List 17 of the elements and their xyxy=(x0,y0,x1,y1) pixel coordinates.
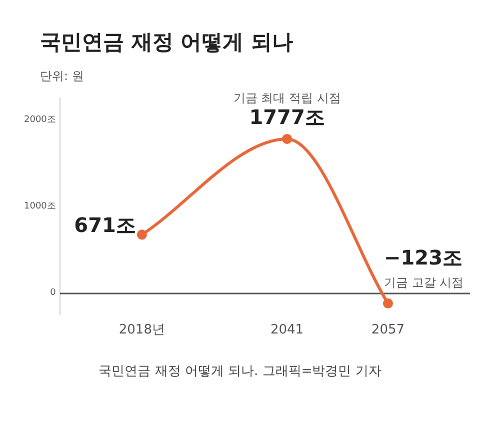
point xyxy=(282,134,292,144)
annotation: 기금 고갈 시점 xyxy=(384,276,464,290)
data-label: 1777조 xyxy=(249,105,325,130)
x-tick-label: 2057 xyxy=(371,322,405,338)
data-label: 671조 xyxy=(74,212,136,237)
chart-subtitle: 단위: 원 xyxy=(40,68,84,85)
y-tick-label: 1000조 xyxy=(24,202,56,212)
y-tick-label: 2000조 xyxy=(24,114,56,125)
point xyxy=(136,230,147,240)
x-tick-label: 2018년 xyxy=(118,322,165,338)
data-label: −123조 xyxy=(384,246,462,270)
text: 국민연금 재정 어떻게 되나. 그래픽=박경민 기자 xyxy=(98,363,382,380)
annotation: 기금 최대 적립 시점 xyxy=(233,91,341,106)
x-tick-label: 2041 xyxy=(270,322,304,338)
chart-title: 국민연금 재정 어떻게 되나 xyxy=(40,29,293,56)
point xyxy=(382,298,393,308)
y-tick-label: 0 xyxy=(50,288,56,298)
